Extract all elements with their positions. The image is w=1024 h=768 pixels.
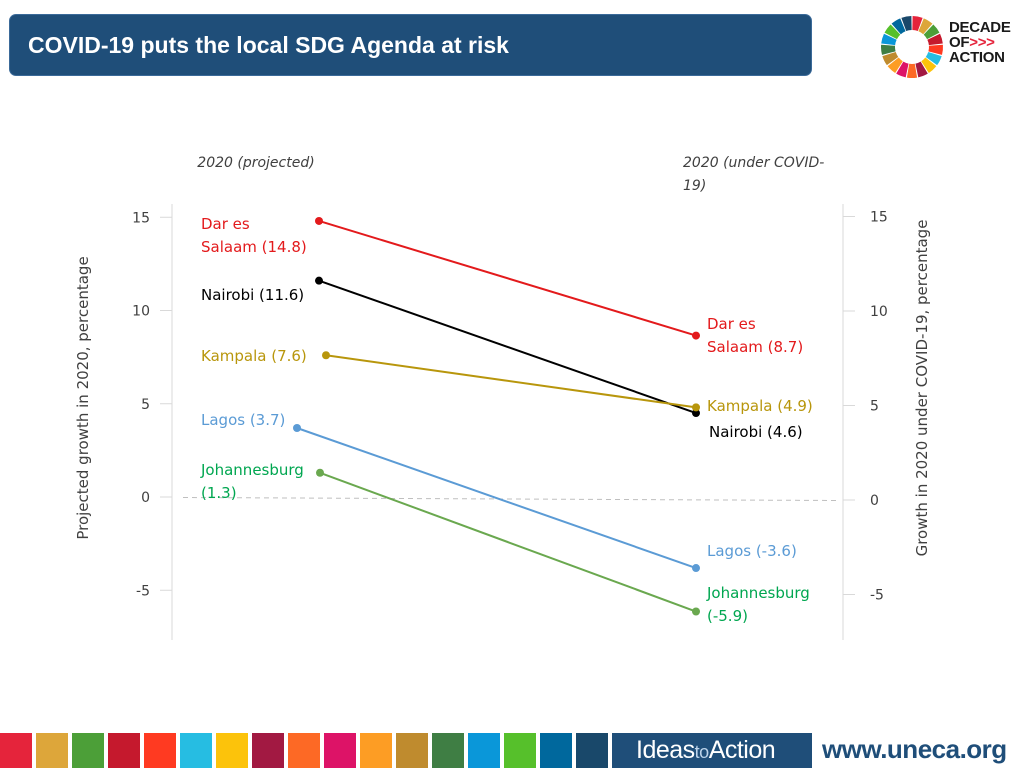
sdg-wheel-segment <box>923 24 940 40</box>
zero-baseline <box>182 497 837 501</box>
sdg-color-square <box>540 733 572 768</box>
right-tick-label: 10 <box>870 304 888 320</box>
uneca-url-text[interactable]: www.uneca.org <box>822 734 1007 764</box>
sdg-color-square <box>36 733 68 768</box>
sdg-wheel-segment <box>896 61 909 78</box>
sdg-color-square <box>324 733 356 768</box>
data-label-end-dar-es-salaam: Dar es Salaam (8.7) <box>707 315 803 356</box>
data-label-end-nairobi: Nairobi (4.6) <box>709 423 803 441</box>
data-label-end-lagos: Lagos (-3.6) <box>707 542 797 560</box>
sdg-wheel-segment <box>906 63 918 79</box>
point-end-dar-es-salaam <box>692 331 700 340</box>
sdg-wheel-segment <box>884 24 901 40</box>
data-label-end-kampala: Kampala (4.9) <box>707 397 813 415</box>
sdg-wheel-segment <box>927 33 943 46</box>
data-label-start-lagos: Lagos (3.7) <box>201 411 285 429</box>
point-start-johannesburg <box>316 468 324 477</box>
right-tick-label: 0 <box>870 493 879 509</box>
data-label-start-nairobi: Nairobi (11.6) <box>201 286 304 304</box>
sdg-color-square <box>504 733 536 768</box>
point-start-nairobi <box>315 276 323 285</box>
right-column-header: 2020 (under COVID-19) <box>683 155 824 194</box>
point-start-lagos <box>293 423 301 432</box>
sdg-wheel-segment <box>887 57 903 74</box>
logo-line-action: ACTION <box>949 49 1005 66</box>
series-line-dar-es-salaam <box>318 220 697 337</box>
sdg-color-square <box>216 733 248 768</box>
logo-line-decade: DECADE <box>949 19 1011 36</box>
sdg-color-square <box>144 733 176 768</box>
series-line-lagos <box>296 427 697 569</box>
sdg-color-square <box>576 733 608 768</box>
series-line-nairobi <box>318 279 697 415</box>
data-label-start-johannesburg: Johannesburg (1.3) <box>200 461 304 502</box>
point-end-lagos <box>692 564 700 573</box>
sdg-wheel-segment <box>881 33 897 46</box>
sdg-wheel-segment <box>882 51 899 66</box>
sdg-wheel-segment <box>901 16 912 32</box>
decade-of-action-logo: DECADE OF>>> ACTION <box>879 14 1011 80</box>
sdg-color-square <box>0 733 32 768</box>
ideas-to-action-banner: IdeastoAction <box>612 733 812 768</box>
sdg-color-square <box>288 733 320 768</box>
left-tick-label: 0 <box>141 490 150 506</box>
point-start-kampala <box>322 351 330 360</box>
left-column-header: 2020 (projected) <box>197 155 314 171</box>
sdg-wheel-segment <box>881 44 896 55</box>
left-tick-label: 15 <box>132 210 150 226</box>
data-label-start-dar-es-salaam: Dar es Salaam (14.8) <box>201 215 307 256</box>
sdg-wheel-segment <box>925 51 942 66</box>
left-tick-label: 5 <box>141 397 150 413</box>
sdg-color-square <box>108 733 140 768</box>
right-tick-label: -5 <box>870 588 884 604</box>
series-line-johannesburg <box>319 471 697 613</box>
sdg-color-square <box>72 733 104 768</box>
left-tick-label: -5 <box>136 583 150 599</box>
sdg-color-square <box>396 733 428 768</box>
logo-line-of: OF>>> <box>949 34 995 51</box>
sdg-color-square <box>468 733 500 768</box>
sdg-color-square <box>252 733 284 768</box>
sdg-wheel-icon <box>881 16 943 79</box>
sdg-color-square <box>180 733 212 768</box>
slope-chart: 2020 (projected) 2020 (under COVID-19) P… <box>74 155 931 640</box>
left-tick-label: 10 <box>132 304 150 320</box>
logo-text: DECADE OF>>> ACTION <box>949 20 1011 65</box>
sdg-wheel-segment <box>921 57 937 74</box>
sdg-wheel-segment <box>928 44 943 55</box>
left-y-axis-label: Projected growth in 2020, percentage <box>74 256 92 539</box>
sdg-wheel-segment <box>918 18 933 35</box>
sdg-wheel-segment <box>912 16 923 32</box>
sdg-wheel-segment <box>891 18 906 35</box>
point-end-kampala <box>692 403 700 412</box>
sdg-color-square <box>432 733 464 768</box>
right-tick-label: 5 <box>870 399 879 415</box>
sdg-color-square <box>360 733 392 768</box>
uneca-url[interactable]: www.uneca.org <box>820 733 1024 768</box>
point-end-nairobi <box>692 409 700 418</box>
point-start-dar-es-salaam <box>315 216 323 225</box>
data-label-end-johannesburg: Johannesburg (-5.9) <box>706 584 810 625</box>
point-end-johannesburg <box>692 607 700 616</box>
logo-arrows: >>> <box>969 34 995 51</box>
right-tick-label: 15 <box>870 210 888 226</box>
title-bar: COVID-19 puts the local SDG Agenda at ri… <box>9 14 812 76</box>
sdg-wheel-segment <box>915 61 928 78</box>
ideas-to-action-text: IdeastoAction <box>636 736 776 764</box>
data-label-start-kampala: Kampala (7.6) <box>201 347 307 365</box>
right-y-axis-label: Growth in 2020 under COVID-19, percentag… <box>913 220 931 557</box>
series-line-kampala <box>325 354 697 409</box>
page-title: COVID-19 puts the local SDG Agenda at ri… <box>28 32 509 58</box>
